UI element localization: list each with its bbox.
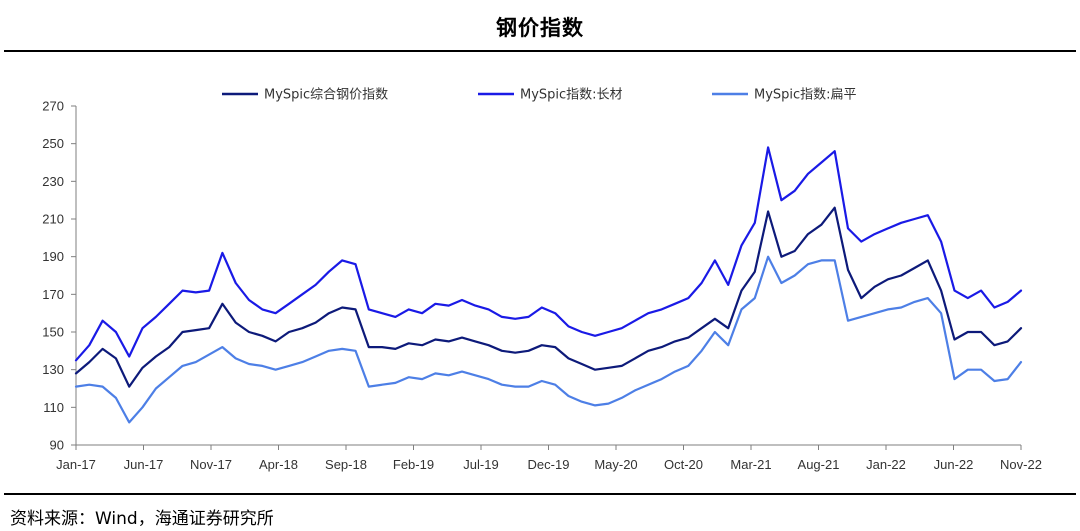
title-divider (4, 50, 1076, 52)
x-tick-label: May-20 (594, 457, 637, 472)
source-note: 资料来源：Wind，海通证券研究所 (10, 509, 274, 529)
chart-title: 钢价指数 (496, 16, 584, 40)
x-tick-label: Mar-21 (730, 457, 771, 472)
y-tick-label: 130 (42, 362, 64, 377)
y-tick-label: 250 (42, 136, 64, 151)
series-lines (74, 146, 1023, 424)
x-tick-label: Aug-21 (798, 457, 840, 472)
series-line-1 (74, 206, 1023, 388)
series-line-2 (74, 146, 1023, 362)
x-tick-label: Apr-18 (259, 457, 298, 472)
x-tick-label: Jan-22 (866, 457, 906, 472)
legend: MySpic综合钢价指数 MySpic指数:长材 MySpic指数:扁平 (222, 88, 857, 103)
x-tick-label: Oct-20 (664, 457, 703, 472)
y-tick-label: 150 (42, 325, 64, 340)
legend-label-1: MySpic综合钢价指数 (264, 88, 388, 103)
x-tick-label: Feb-19 (393, 457, 434, 472)
source-divider (4, 493, 1076, 495)
y-tick-label: 270 (42, 99, 64, 114)
x-tick-label: Dec-19 (528, 457, 570, 472)
x-tick-label: Nov-17 (190, 457, 232, 472)
legend-label-3: MySpic指数:扁平 (754, 88, 857, 103)
y-axis-ticks: 90 110 130 150 170 190 210 230 250 270 (42, 99, 76, 453)
x-tick-label: Jan-17 (56, 457, 96, 472)
x-tick-label: Jun-22 (934, 457, 974, 472)
y-tick-label: 110 (43, 400, 64, 415)
x-tick-label: Nov-22 (1000, 457, 1042, 472)
y-tick-label: 90 (50, 438, 64, 453)
series-line-3 (74, 255, 1023, 424)
y-tick-label: 230 (42, 174, 64, 189)
x-axis-ticks: Jan-17 Jun-17 Nov-17 Apr-18 Sep-18 Feb-19 Jul-… (56, 445, 1042, 472)
x-tick-label: Jun-17 (124, 457, 164, 472)
x-tick-label: Sep-18 (325, 457, 367, 472)
y-tick-label: 190 (42, 249, 64, 264)
legend-label-2: MySpic指数:长材 (520, 88, 623, 103)
y-tick-label: 210 (42, 212, 64, 227)
x-tick-label: Jul-19 (463, 457, 498, 472)
axes (75, 106, 1021, 446)
y-tick-label: 170 (42, 287, 64, 302)
